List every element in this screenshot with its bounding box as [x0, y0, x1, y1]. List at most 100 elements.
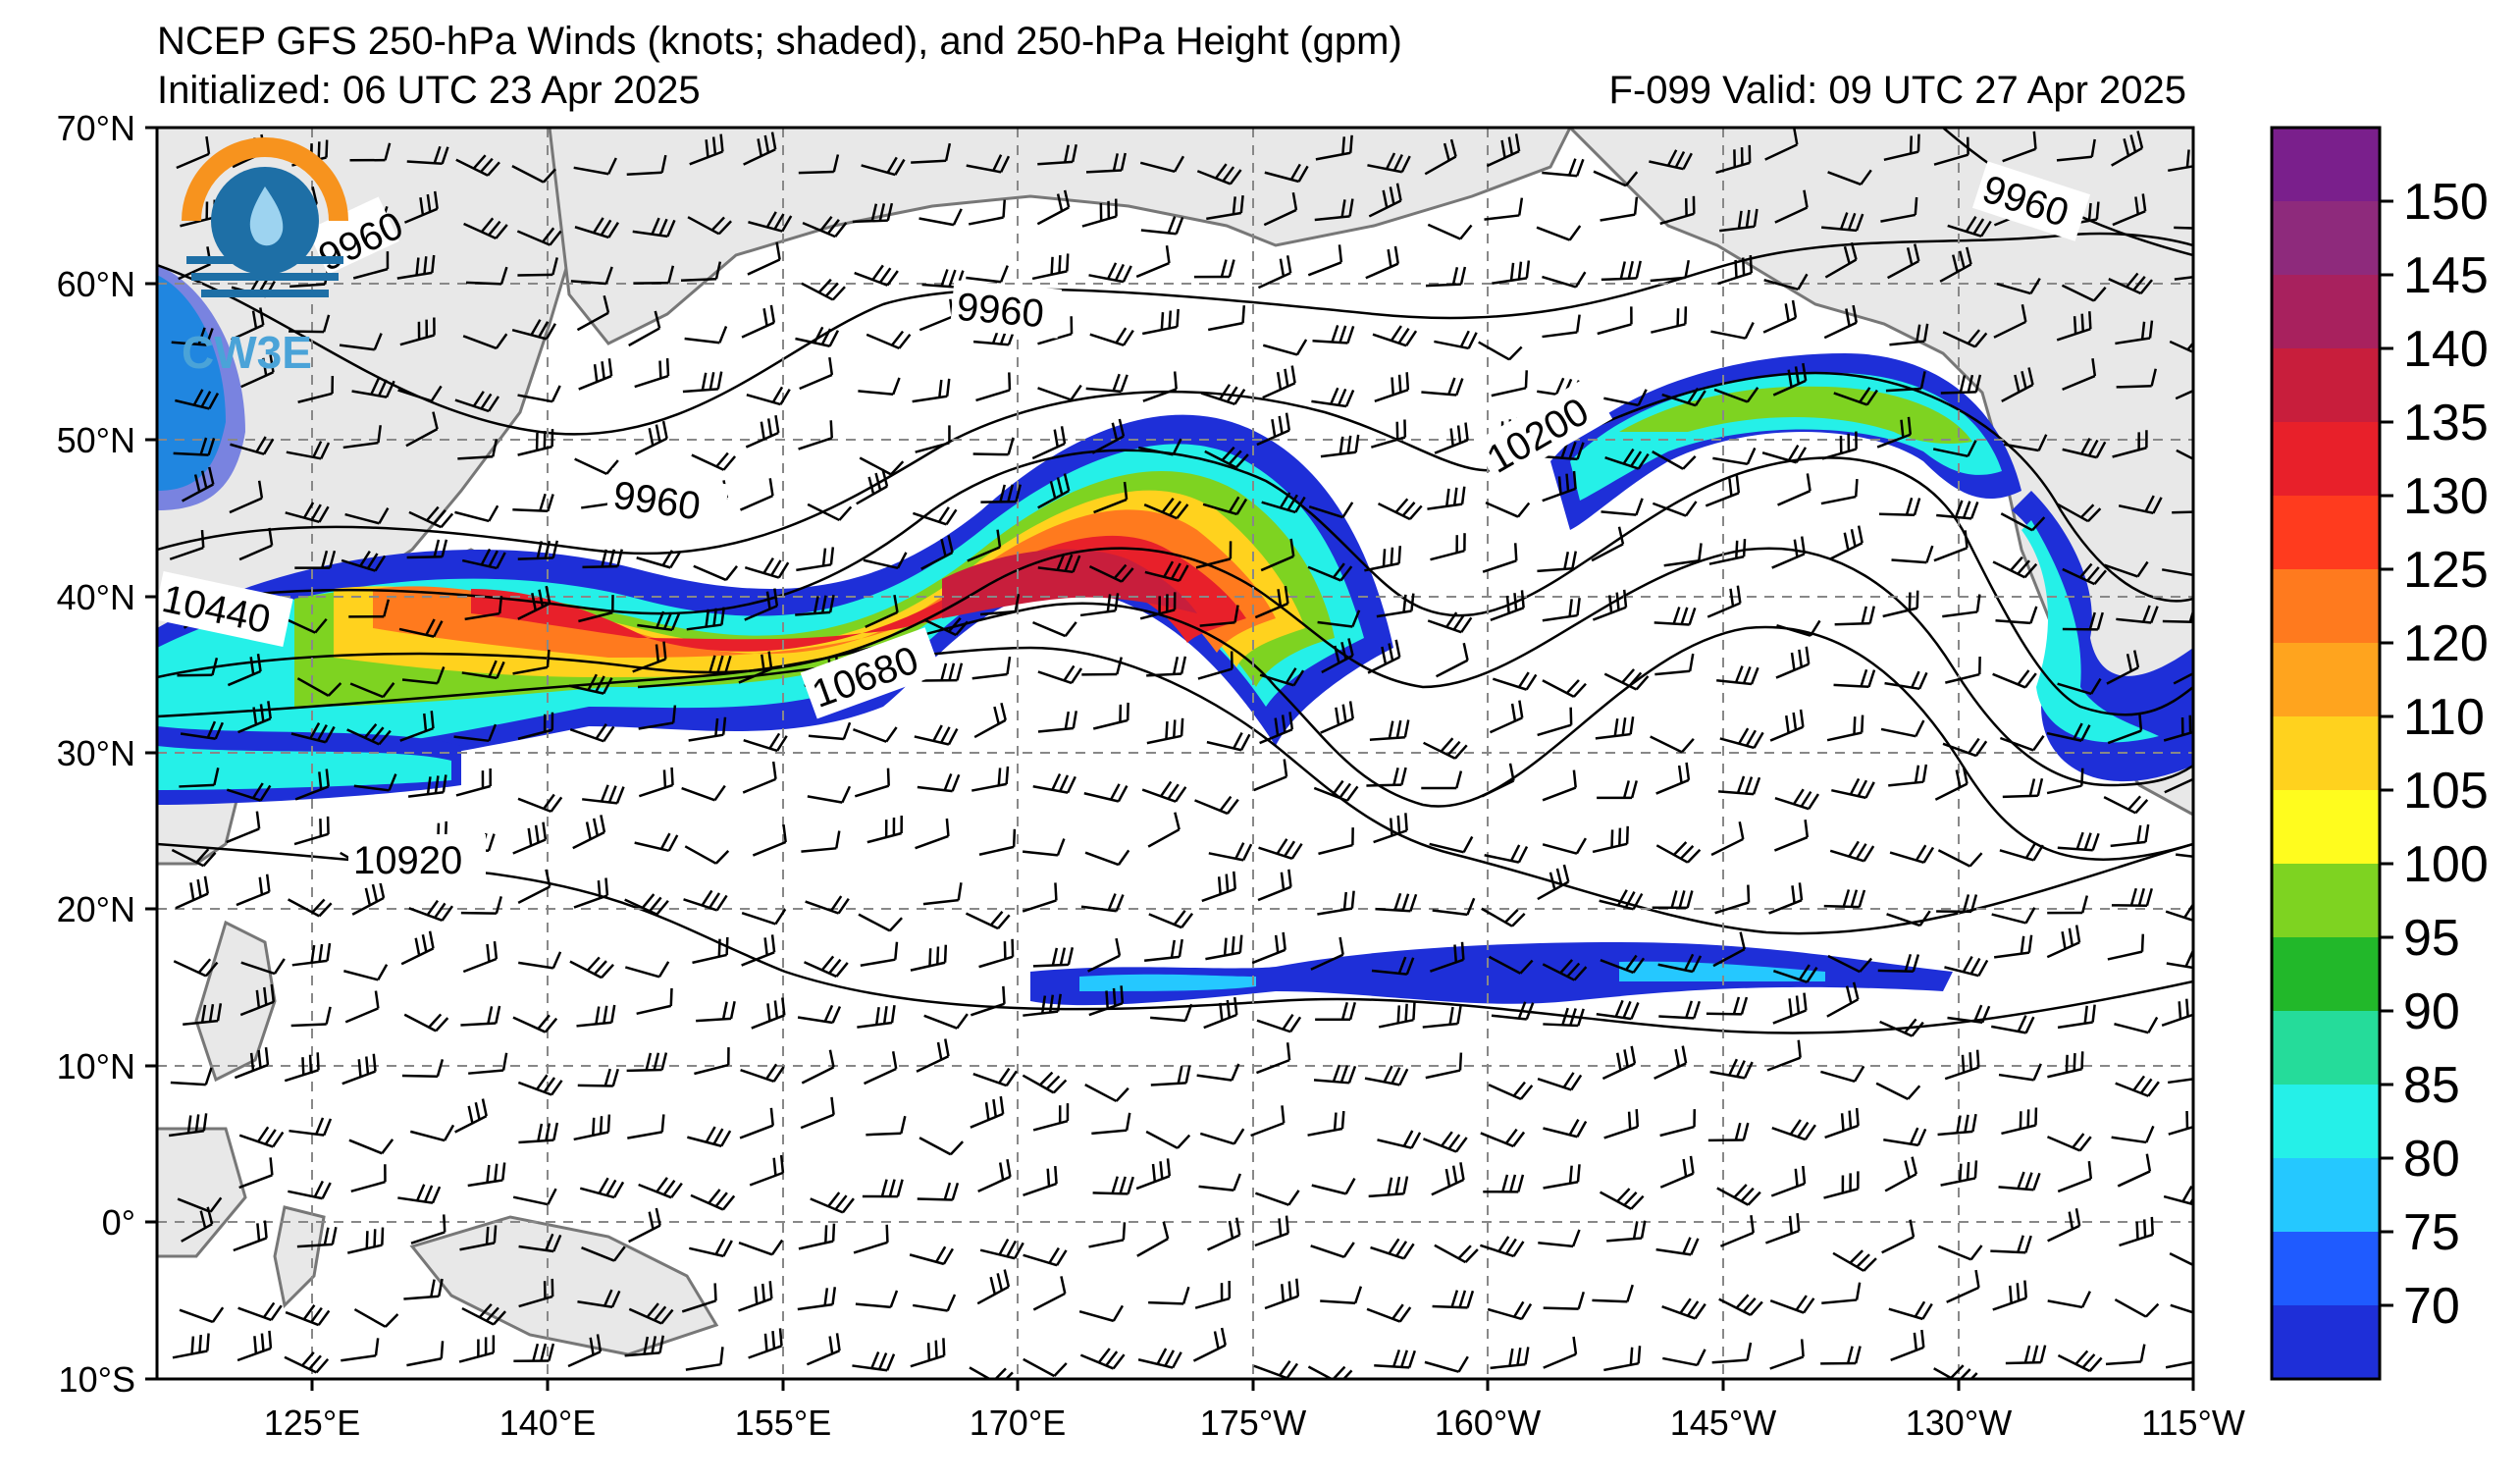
- wind-barb: [2106, 650, 2140, 685]
- wind-barb: [795, 594, 835, 616]
- wind-barb: [1484, 844, 1529, 864]
- wind-barb: [1651, 306, 1688, 334]
- wind-barb: [1378, 1002, 1416, 1029]
- wind-barb: [1023, 1357, 1068, 1378]
- wind-barb: [1142, 371, 1178, 402]
- wind-barb: [1032, 620, 1077, 638]
- wind-barb: [923, 617, 969, 637]
- wind-barb: [979, 594, 1021, 616]
- main-jet-core: [942, 549, 1197, 618]
- wind-barb: [690, 1189, 736, 1211]
- wind-barb: [574, 217, 620, 239]
- lat-label: 0°: [102, 1202, 135, 1243]
- wind-barb: [284, 1351, 330, 1374]
- wind-barb: [738, 1281, 773, 1312]
- wind-barb: [1775, 646, 1811, 679]
- wind-barb: [2047, 1207, 2081, 1243]
- wind-barb: [229, 480, 264, 514]
- wind-barb: [1314, 198, 1354, 222]
- wind-barb: [517, 1074, 563, 1096]
- wind-barb: [865, 594, 899, 629]
- wind-barb: [1592, 825, 1629, 854]
- wind-barb: [1264, 1278, 1300, 1310]
- wind-barb: [1135, 1158, 1172, 1191]
- wind-barb: [1883, 1127, 1927, 1147]
- wind-barb: [512, 649, 551, 675]
- wind-barb: [171, 327, 214, 346]
- wind-barb: [1092, 1176, 1134, 1195]
- wind-barb: [696, 1000, 736, 1023]
- wind-barb: [351, 880, 386, 916]
- wind-barb: [1206, 731, 1251, 752]
- wind-barb: [1093, 481, 1129, 514]
- wind-barb: [1203, 996, 1238, 1030]
- wind-barb: [1424, 1355, 1469, 1373]
- wind-barb: [1599, 1188, 1645, 1210]
- wind-barb: [238, 1126, 285, 1148]
- wind-barb: [746, 386, 791, 406]
- wind-barb: [920, 535, 954, 570]
- wind-barb: [1207, 305, 1246, 332]
- wind-barb: [1654, 653, 1695, 676]
- wind-barb: [226, 782, 272, 802]
- wind-barb: [1769, 1295, 1815, 1314]
- wind-barb: [1256, 1042, 1291, 1075]
- colorbar-tick-label: 150: [2403, 174, 2489, 231]
- wind-barb: [1435, 642, 1469, 678]
- wind-barb: [1365, 245, 1399, 280]
- wind-barb: [1884, 1156, 1917, 1192]
- wind-barb: [1659, 1155, 1695, 1189]
- wind-barb: [978, 938, 1015, 969]
- wind-barb: [1423, 737, 1468, 760]
- wind-barb: [1601, 1045, 1637, 1081]
- wind-barb: [1207, 1217, 1241, 1251]
- wind-barb: [1368, 183, 1402, 218]
- wind-barb: [1484, 197, 1524, 221]
- wind-barb: [1606, 1220, 1647, 1243]
- wind-barb: [1537, 1072, 1583, 1091]
- wind-barb: [237, 1301, 283, 1322]
- wind-barb: [461, 660, 505, 680]
- wind-barb: [1148, 909, 1194, 929]
- wind-barb: [1254, 1215, 1289, 1247]
- wind-barb: [1706, 585, 1742, 618]
- lon-label: 155°E: [735, 1403, 831, 1443]
- wind-barb: [403, 190, 439, 224]
- lat-lon-grid: [157, 128, 2193, 1379]
- wind-barb: [1763, 273, 1809, 291]
- wind-barb: [1716, 1184, 1761, 1206]
- wind-barb: [1023, 1246, 1068, 1267]
- wind-barb: [1542, 158, 1585, 178]
- wind-barb: [742, 761, 777, 794]
- wind-barb: [1135, 245, 1171, 279]
- wind-barb: [1204, 446, 1249, 469]
- wind-barb: [1081, 198, 1118, 228]
- wind-barb: [2116, 368, 2157, 389]
- wind-speed-shading: [157, 265, 2193, 1006]
- wind-barb: [1486, 133, 1521, 168]
- wind-barb: [2111, 131, 2144, 167]
- wind-barb: [512, 493, 554, 512]
- wind-barb: [460, 896, 502, 915]
- wind-barb: [687, 216, 732, 236]
- colorbar-ticks: 150 145 140 135 130 125 120 110 105 100 95 90 85 80 75…: [2380, 174, 2489, 1335]
- wind-barb: [632, 641, 667, 673]
- wind-barb: [1083, 783, 1129, 803]
- colorbar-tick-label: 125: [2403, 542, 2489, 599]
- wind-barb: [1037, 553, 1081, 574]
- wind-barb: [633, 265, 675, 285]
- lat-label: 20°N: [57, 889, 135, 929]
- wind-barb: [2001, 1107, 2038, 1136]
- wind-barb: [1542, 314, 1581, 339]
- wind-barb: [1821, 431, 1858, 460]
- wind-barb: [1834, 606, 1875, 626]
- wind-barb: [511, 164, 556, 184]
- wind-barb: [976, 1269, 1011, 1305]
- wind-barb: [171, 848, 217, 868]
- wind-barb: [1774, 788, 1820, 811]
- wind-barb: [1079, 1348, 1126, 1370]
- wind-barb: [1762, 299, 1798, 334]
- lon-label: 175°W: [1200, 1403, 1306, 1443]
- wind-barb: [1883, 133, 1920, 162]
- wind-barb: [1715, 144, 1752, 175]
